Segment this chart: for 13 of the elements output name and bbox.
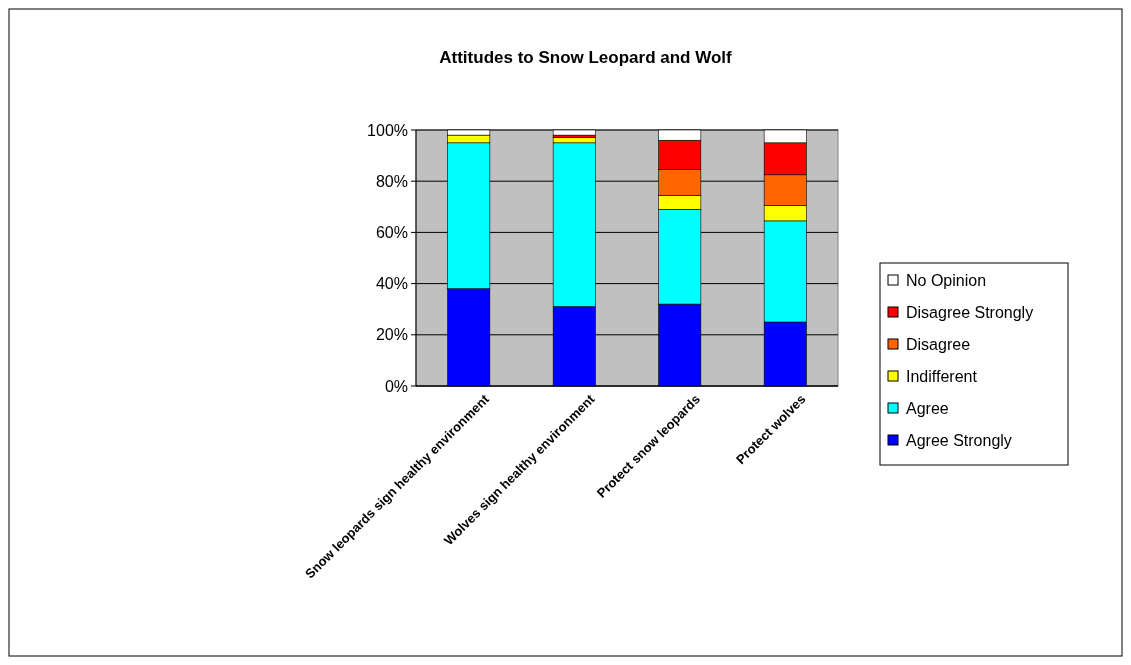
- y-tick-label: 40%: [375, 275, 408, 293]
- legend-label: No Opinion: [906, 271, 987, 289]
- legend-label: Disagree Strongly: [906, 303, 1034, 321]
- chart-title: Attitudes to Snow Leopard and Wolf: [439, 48, 733, 67]
- legend-label: Agree Strongly: [906, 431, 1012, 449]
- legend-label: Disagree: [906, 335, 971, 353]
- legend-label: Indifferent: [906, 367, 978, 385]
- y-tick-label: 20%: [375, 326, 408, 344]
- y-tick-label: 0%: [384, 377, 408, 395]
- legend-label: Agree: [906, 399, 949, 417]
- y-tick-label: 60%: [375, 224, 408, 241]
- y-tick-label: 100%: [367, 121, 408, 139]
- y-tick-label: 80%: [375, 172, 408, 190]
